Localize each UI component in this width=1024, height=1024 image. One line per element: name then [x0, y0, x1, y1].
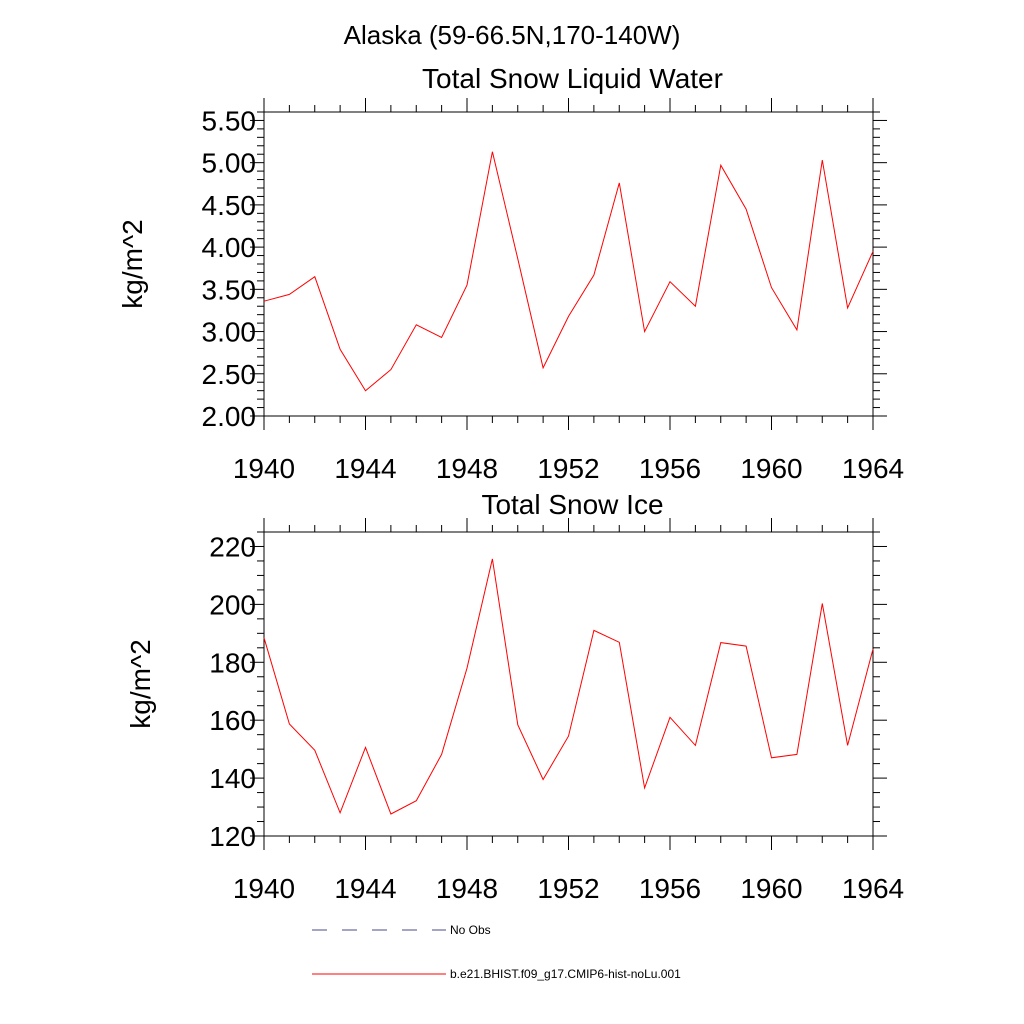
y-tick-label: 3.50	[202, 274, 257, 305]
y-tick-label: 2.00	[202, 401, 257, 432]
y-tick-label: 120	[209, 821, 256, 852]
x-tick-label: 1948	[436, 453, 498, 484]
y-tick-label: 5.00	[202, 148, 257, 179]
y-tick-label: 200	[209, 589, 256, 620]
x-tick-label: 1940	[233, 453, 295, 484]
panel-title: Total Snow Ice	[481, 489, 663, 520]
x-tick-label: 1960	[740, 873, 802, 904]
main-title: Alaska (59-66.5N,170-140W)	[344, 20, 681, 50]
x-tick-label: 1952	[537, 453, 599, 484]
y-tick-label: 4.00	[202, 232, 257, 263]
x-tick-label: 1948	[436, 873, 498, 904]
plot-frame	[263, 531, 874, 837]
y-tick-label: 160	[209, 705, 256, 736]
x-tick-label: 1960	[740, 453, 802, 484]
x-tick-label: 1944	[334, 453, 396, 484]
x-tick-label: 1964	[842, 453, 904, 484]
y-tick-label: 220	[209, 531, 256, 562]
x-tick-label: 1952	[537, 873, 599, 904]
y-tick-label: 180	[209, 647, 256, 678]
panel-title: Total Snow Liquid Water	[422, 63, 723, 94]
y-tick-label: 140	[209, 763, 256, 794]
legend-label: b.e21.BHIST.f09_g17.CMIP6-hist-noLu.001	[450, 967, 681, 981]
y-tick-label: 3.00	[202, 317, 257, 348]
series-line	[263, 558, 874, 815]
y-tick-label: 5.50	[202, 105, 257, 136]
x-tick-label: 1940	[233, 873, 295, 904]
x-tick-label: 1964	[842, 873, 904, 904]
legend-label: No Obs	[450, 923, 491, 937]
y-tick-label: 4.50	[202, 190, 257, 221]
series-line	[263, 151, 874, 392]
x-tick-label: 1956	[639, 873, 701, 904]
panel-snow-liquid-water: Total Snow Liquid Water kg/m^2 1940 1944 194…	[117, 63, 904, 484]
y-axis-label: kg/m^2	[125, 639, 156, 728]
x-tick-label: 1956	[639, 453, 701, 484]
plot-frame	[263, 111, 874, 417]
legend: No Obs b.e21.BHIST.f09_g17.CMIP6-hist-noL…	[312, 923, 681, 981]
y-axis-label: kg/m^2	[117, 219, 148, 308]
x-tick-label: 1944	[334, 873, 396, 904]
y-tick-label: 2.50	[202, 359, 257, 390]
panel-snow-ice: Total Snow Ice kg/m^2 1940 1944 1948 1952 1956…	[125, 489, 904, 904]
